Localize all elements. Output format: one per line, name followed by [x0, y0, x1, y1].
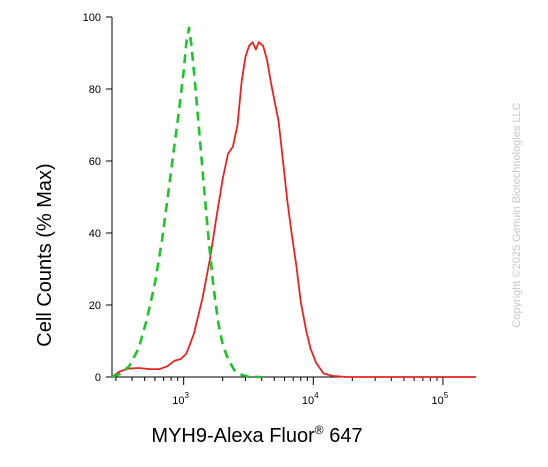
y-tick-label: 20: [89, 300, 101, 312]
y-tick-label: 100: [83, 12, 101, 24]
y-tick-label: 60: [89, 156, 101, 168]
plot-area: 0 20 40 60 80 100 103 104 105: [83, 12, 476, 407]
x-ticks: 103 104 105: [115, 377, 449, 407]
x-axis-title-tail: 647: [324, 425, 363, 447]
y-axis-title: Cell Counts (% Max): [34, 163, 56, 346]
x-axis-title-main: MYH9-Alexa Fluor: [151, 425, 315, 447]
x-axis-title-sup: ®: [315, 423, 324, 437]
copyright-watermark: Copyright ©2025 Genuin Biotechnologies L…: [511, 102, 523, 327]
y-tick-label: 80: [89, 84, 101, 96]
x-tick-label: 105: [432, 391, 449, 407]
series-line-1: [111, 41, 476, 378]
series-line-2: [111, 26, 262, 379]
series-layer: [111, 26, 476, 379]
y-tick-label: 40: [89, 228, 101, 240]
y-tick-label: 0: [95, 372, 101, 384]
x-axis-title: MYH9-Alexa Fluor® 647: [151, 423, 362, 447]
x-tick-label: 104: [302, 391, 319, 407]
y-ticks: 0 20 40 60 80 100: [83, 12, 112, 384]
x-tick-label: 103: [172, 391, 189, 407]
